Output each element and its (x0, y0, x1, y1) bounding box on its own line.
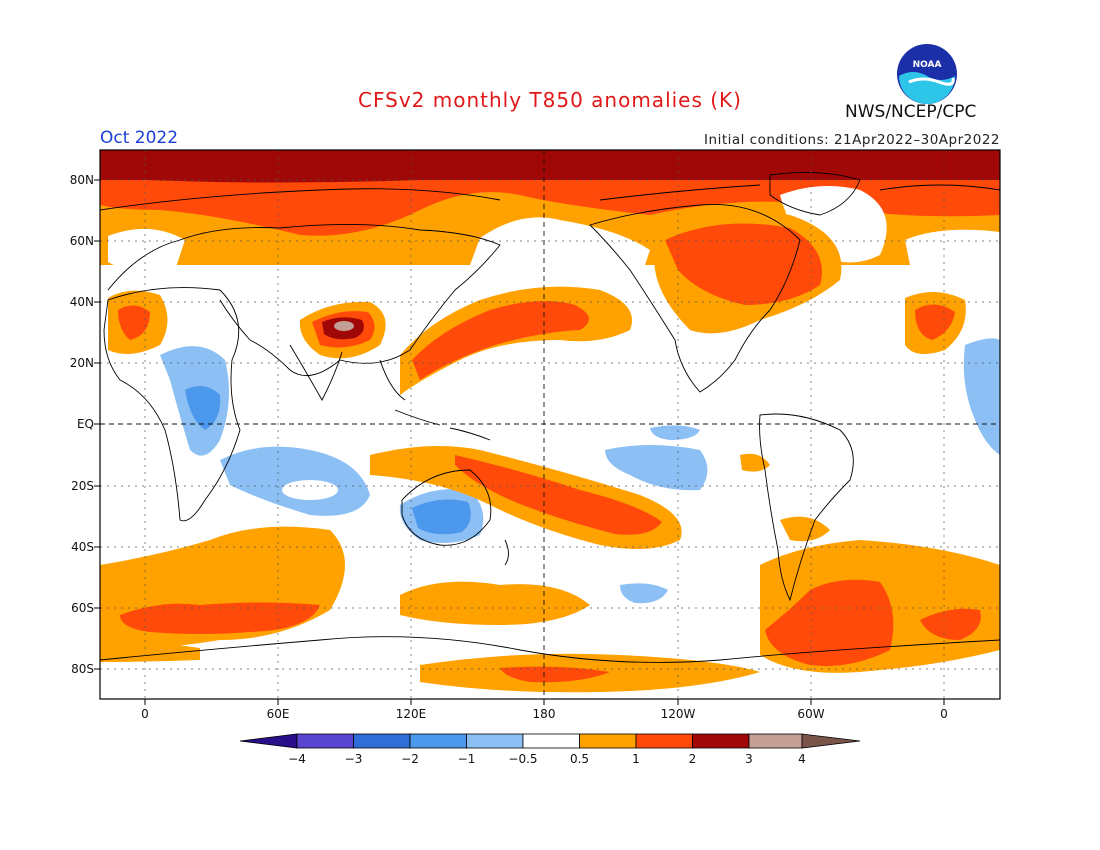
colorbar-label: 0.5 (569, 752, 590, 766)
indian-ocean-cool (220, 446, 370, 516)
colorbar-box (353, 733, 411, 749)
colorbar-label: −2 (401, 752, 419, 766)
logo-text: NOAA (913, 60, 942, 70)
colorbar-label: −1 (457, 752, 476, 766)
coastlines (100, 171, 1000, 663)
colorbar (239, 733, 861, 749)
lon-label: 60E (266, 707, 290, 721)
lat-label: 80N (69, 173, 94, 187)
colorbar-label: −3 (344, 752, 363, 766)
colorbar-box (466, 733, 524, 749)
forecast-month: Oct 2022 (100, 128, 179, 148)
lon-label: 180 (532, 707, 556, 721)
lon-label: 0 (141, 707, 149, 721)
noaa-logo: NOAA (897, 44, 957, 104)
lon-label: 120E (395, 707, 427, 721)
org-label: NWS/NCEP/CPC (845, 102, 977, 122)
north-pacific-red (412, 301, 589, 380)
south-pacific-red (455, 455, 662, 535)
lat-label: 80S (71, 662, 94, 676)
north-america-red (665, 223, 822, 305)
colorbar-label: 2 (688, 752, 697, 766)
colorbar-label: −4 (288, 752, 306, 766)
colorbar-box (692, 733, 750, 749)
lat-label: 40N (69, 295, 94, 309)
colorbar-label: −0.5 (508, 752, 538, 766)
colorbar-box (635, 733, 693, 749)
colorbar-min-arrow (239, 733, 298, 749)
lat-label: 60S (71, 601, 94, 615)
lon-label: 120W (660, 707, 696, 721)
lon-label: 0 (940, 707, 948, 721)
colorbar-max-arrow (801, 733, 861, 749)
lat-label: 20S (71, 479, 94, 493)
colorbar-label: 3 (745, 752, 753, 766)
colorbar-box (748, 733, 803, 749)
colorbar-box (296, 733, 354, 749)
colorbar-box (522, 733, 580, 749)
lat-label: EQ (76, 417, 94, 431)
colorbar-box (579, 733, 637, 749)
initial-conditions: Initial conditions: 21Apr2022–30Apr2022 (704, 132, 1000, 148)
colorbar-label: 1 (632, 752, 640, 766)
map-grid (100, 150, 1000, 699)
colorbar-label: 4 (798, 752, 806, 766)
map-title: CFSv2 monthly T850 anomalies (K) (358, 88, 742, 112)
lat-label: 40S (71, 540, 94, 554)
colorbar-box (409, 733, 467, 749)
lon-label: 60W (797, 707, 825, 721)
lat-label: 20N (69, 356, 94, 370)
lat-label: 60N (69, 234, 94, 248)
